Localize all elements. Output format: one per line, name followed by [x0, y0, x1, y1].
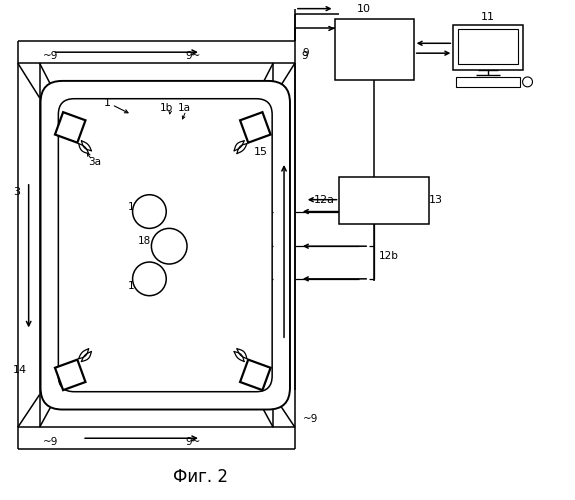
Polygon shape	[55, 360, 86, 390]
Bar	[457, 77, 520, 87]
Text: 18: 18	[128, 202, 141, 211]
Text: ~9: ~9	[43, 437, 58, 447]
Circle shape	[133, 262, 166, 296]
FancyBboxPatch shape	[40, 81, 290, 409]
Bar	[339, 177, 428, 224]
Text: 18: 18	[138, 236, 151, 246]
Text: 14: 14	[13, 365, 27, 375]
Text: Фиг. 2: Фиг. 2	[174, 468, 228, 486]
Text: 13: 13	[428, 194, 443, 204]
Text: 9: 9	[302, 51, 308, 61]
Text: 10: 10	[367, 42, 382, 56]
Text: 1a: 1a	[178, 102, 190, 113]
Text: 15: 15	[254, 147, 268, 157]
Polygon shape	[240, 360, 271, 390]
Bar	[458, 30, 518, 64]
Text: 3a: 3a	[89, 157, 101, 167]
Text: 12a: 12a	[313, 194, 335, 204]
Polygon shape	[240, 112, 271, 142]
Circle shape	[523, 77, 532, 87]
Text: 12b: 12b	[379, 251, 399, 261]
Text: 1: 1	[104, 98, 110, 108]
Text: 10: 10	[357, 4, 371, 14]
Text: 9~: 9~	[186, 51, 201, 61]
Text: ~9: ~9	[43, 51, 58, 61]
Circle shape	[151, 228, 187, 264]
Text: 9: 9	[303, 48, 309, 58]
FancyBboxPatch shape	[58, 98, 272, 392]
Bar	[453, 26, 523, 70]
Circle shape	[133, 194, 166, 228]
Text: 1b: 1b	[160, 102, 173, 113]
Text: 18: 18	[128, 281, 141, 291]
Text: 11: 11	[481, 12, 495, 22]
Text: 3: 3	[13, 187, 20, 197]
Text: ~9: ~9	[303, 414, 318, 424]
Bar	[335, 18, 413, 80]
Text: 9~: 9~	[186, 437, 201, 447]
Text: 16: 16	[254, 365, 268, 375]
Polygon shape	[55, 112, 86, 142]
